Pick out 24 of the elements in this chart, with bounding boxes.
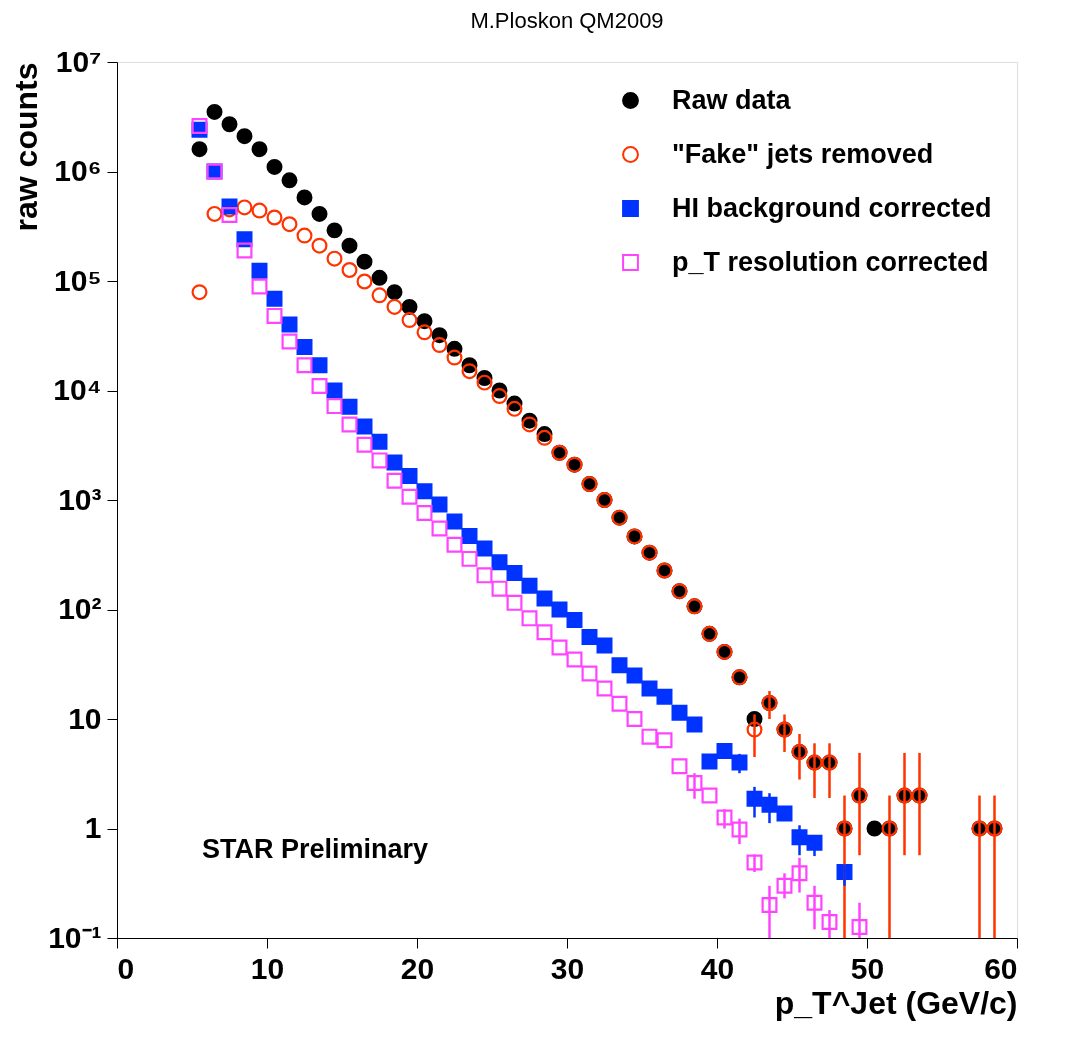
y-tick-label: 10⁻¹ xyxy=(48,920,102,954)
legend-label: "Fake" jets removed xyxy=(672,138,934,169)
y-tick-label: 10⁵ xyxy=(54,263,102,297)
x-tick-label: 20 xyxy=(400,951,435,985)
chart-title: M.Ploskon QM2009 xyxy=(470,8,664,33)
x-tick-label: 0 xyxy=(117,951,135,985)
y-tick-label: 10³ xyxy=(58,482,102,516)
y-tick-label: 1 xyxy=(84,811,102,844)
y-tick-label: 10⁴ xyxy=(53,373,102,406)
x-axis-title: p_T^Jet (GeV/c) xyxy=(774,984,1018,1021)
y-tick-label: 10 xyxy=(68,701,102,735)
x-tick-label: 60 xyxy=(984,951,1018,985)
annotation: STAR Preliminary xyxy=(202,834,429,864)
y-axis-title: raw counts xyxy=(8,62,45,232)
legend-label: p_T resolution corrected xyxy=(672,246,989,277)
y-tick-label: 10⁶ xyxy=(54,154,102,187)
x-tick-label: 30 xyxy=(550,951,585,985)
y-tick-label: 10² xyxy=(58,592,102,625)
y-tick-label: 10⁷ xyxy=(55,44,102,78)
x-tick-label: 50 xyxy=(850,951,885,985)
legend-label: HI background corrected xyxy=(672,192,992,223)
x-tick-label: 40 xyxy=(700,951,735,985)
x-tick-label: 10 xyxy=(250,951,285,985)
legend-label: Raw data xyxy=(672,84,792,115)
